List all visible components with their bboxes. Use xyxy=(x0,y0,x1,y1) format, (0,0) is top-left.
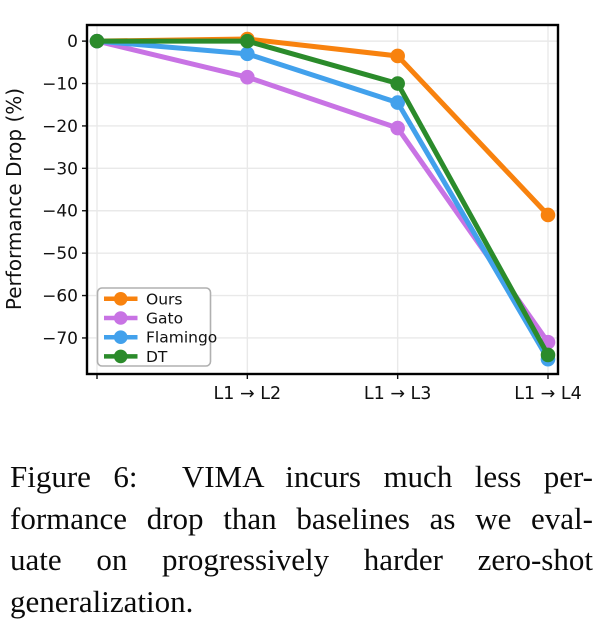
legend-marker-dot-flamingo xyxy=(113,330,128,345)
x-tick-label: L1 → L3 xyxy=(364,384,432,404)
y-tick-label: −10 xyxy=(42,75,78,95)
data-point-gato-2 xyxy=(390,120,405,136)
data-point-ours-2 xyxy=(390,48,405,64)
legend-label-ours: Ours xyxy=(146,290,182,308)
data-point-flamingo-2 xyxy=(390,95,405,110)
legend-marker-dot-gato xyxy=(113,311,128,325)
y-tick-label: 0 xyxy=(67,32,78,52)
y-tick-label: −60 xyxy=(42,287,78,307)
data-point-ours-3 xyxy=(540,207,556,223)
y-axis-label: Performance Drop (%) xyxy=(2,88,26,310)
x-tick-label: L1 → L4 xyxy=(514,384,582,404)
series-line-flamingo xyxy=(96,38,551,361)
legend-label-flamingo: Flamingo xyxy=(146,329,217,347)
y-tick-label: −30 xyxy=(42,159,78,179)
y-tick-label: −70 xyxy=(42,329,78,349)
legend-box xyxy=(96,287,212,367)
caption-line-4: generalization. xyxy=(10,583,194,619)
data-point-dt-2 xyxy=(390,76,405,91)
legend-marker-dot-ours xyxy=(113,292,128,306)
y-tick-label: −20 xyxy=(42,117,78,137)
series-line-ours xyxy=(96,36,550,217)
caption-line-3: uate on progressively harder zero-shot xyxy=(10,542,593,577)
data-point-gato-1 xyxy=(240,69,255,85)
data-point-flamingo-1 xyxy=(240,46,255,62)
legend-label-gato: Gato xyxy=(146,310,183,328)
y-tick-label: −50 xyxy=(42,244,78,264)
data-point-dt-0 xyxy=(89,33,105,49)
y-tick-label: −40 xyxy=(42,202,78,222)
legend-label-dt: DT xyxy=(146,348,168,366)
x-tick-label: L1 → L2 xyxy=(214,384,282,404)
data-point-dt-1 xyxy=(240,33,255,49)
series-line-dt xyxy=(97,38,551,357)
caption-line-2: formance drop than baselines as we eval- xyxy=(10,500,593,536)
caption-line-1: Figure 6: VIMA incurs much less per- xyxy=(10,459,593,494)
legend-marker-dot-dt xyxy=(113,349,128,364)
figure-caption: Figure 6: VIMA incurs much less per- for… xyxy=(10,456,593,622)
data-point-dt-3 xyxy=(540,347,556,363)
axes-spines xyxy=(85,23,560,376)
performance-drop-chart: 0 −10 −20 −30 −40 −50 −60 −70 L1 → L2 L1 → L3 L1 →… xyxy=(2,23,582,404)
